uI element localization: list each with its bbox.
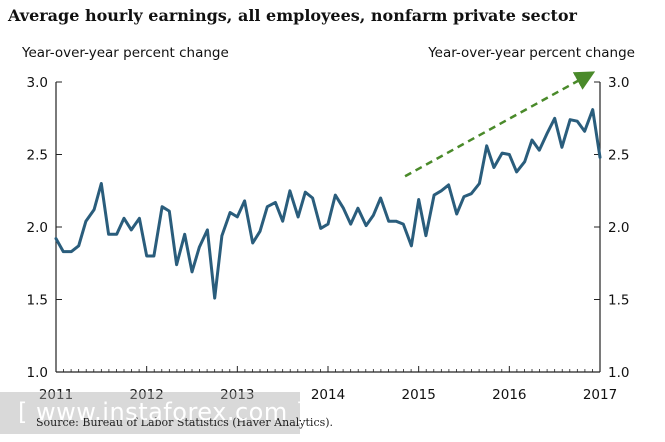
x-tick-label: 2013 bbox=[220, 387, 254, 403]
x-tick-label: 2016 bbox=[492, 387, 526, 403]
x-tick-label: 2017 bbox=[583, 387, 617, 403]
y-tick-label-right: 1.5 bbox=[608, 293, 629, 309]
y-tick-label-left: 1.0 bbox=[27, 365, 48, 381]
y-axis-label-right: Year-over-year percent change bbox=[428, 45, 635, 61]
y-tick-label-right: 1.0 bbox=[608, 365, 629, 381]
x-tick-label: 2012 bbox=[129, 387, 163, 403]
y-tick-label-left: 1.5 bbox=[27, 293, 48, 309]
source-note: Source: Bureau of Labor Statistics (Have… bbox=[36, 416, 334, 429]
x-tick-label: 2015 bbox=[401, 387, 435, 403]
watermark-banner bbox=[0, 392, 300, 434]
x-tick-label: 2014 bbox=[311, 387, 345, 403]
y-tick-label-left: 3.0 bbox=[27, 75, 48, 91]
trend-arrow bbox=[404, 71, 596, 178]
chart-title: Average hourly earnings, all employees, … bbox=[8, 6, 577, 25]
y-tick-label-right: 2.5 bbox=[608, 148, 629, 164]
series-line bbox=[54, 108, 602, 300]
watermark-text: [ www.instaforex.com ] bbox=[18, 398, 306, 426]
y-axis-label-left: Year-over-year percent change bbox=[22, 45, 229, 61]
y-tick-label-right: 3.0 bbox=[608, 75, 629, 91]
y-tick-label-right: 2.0 bbox=[608, 220, 629, 236]
y-tick-label-left: 2.0 bbox=[27, 220, 48, 236]
x-tick-label: 2011 bbox=[39, 387, 73, 403]
y-tick-label-left: 2.5 bbox=[27, 148, 48, 164]
